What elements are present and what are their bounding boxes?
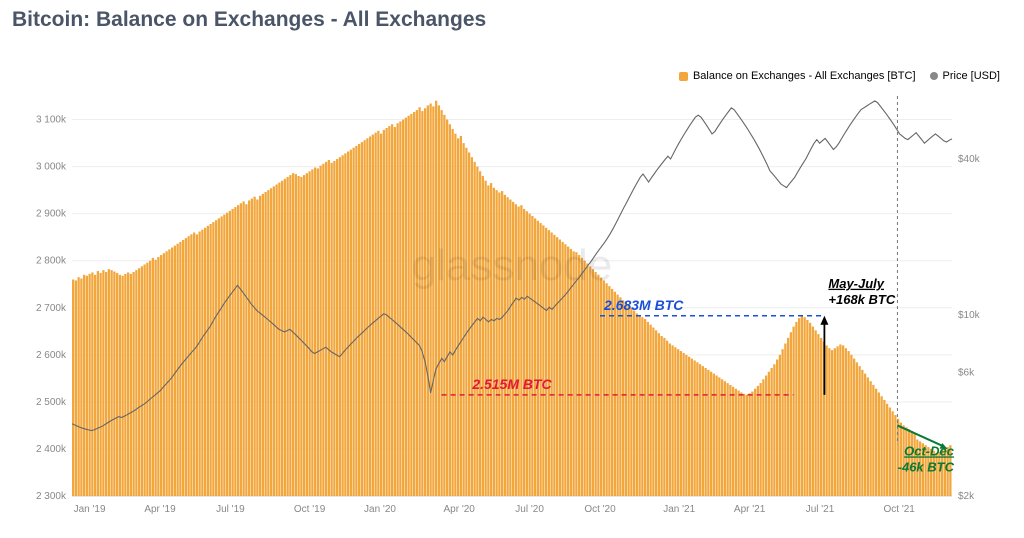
annotation-octdec-title: Oct-Dec [904,443,955,458]
x-label: Apr '21 [734,504,766,515]
x-label: Jan '20 [364,504,396,515]
x-label: Apr '19 [144,504,176,515]
x-label: Jul '19 [216,504,245,515]
annotation-red-label: 2.515M BTC [471,376,552,392]
balance-bars [72,101,952,496]
y-left-label: 2 600k [36,350,67,361]
annotation-mayjuly-title: May-July [828,276,884,291]
x-label: Jul '20 [515,504,544,515]
y-right-label: $2k [958,491,975,502]
chart-title: Bitcoin: Balance on Exchanges - All Exch… [12,8,486,32]
x-label: Jul '21 [806,504,835,515]
y-right-label: $10k [958,310,981,321]
legend-swatch-balance [679,72,688,81]
annotation-octdec-subtitle: -46k BTC [898,459,955,474]
x-label: Oct '20 [584,504,616,515]
legend-price: Price [USD] [930,70,1000,82]
y-left-label: 2 700k [36,303,67,314]
x-label: Jan '21 [663,504,695,515]
y-left-label: 2 500k [36,397,67,408]
legend-label-price: Price [USD] [943,70,1000,82]
y-left-label: 2 900k [36,209,67,220]
legend-label-balance: Balance on Exchanges - All Exchanges [BT… [693,70,916,82]
y-right-label: $6k [958,367,975,378]
legend-swatch-price [930,72,938,80]
watermark: glassnode [412,241,613,290]
x-label: Oct '19 [294,504,326,515]
chart-container: 2 300k 2 400k 2 500k 2 600k 2 700k 2 800k 2 90… [12,86,1012,526]
legend-balance: Balance on Exchanges - All Exchanges [BT… [679,70,916,82]
y-right-label: $40k [958,154,981,165]
x-label: Jan '19 [74,504,106,515]
annotation-blue-label: 2.683M BTC [603,297,684,313]
y-left-label: 2 800k [36,256,67,267]
x-label: Oct '21 [884,504,916,515]
chart-svg: 2 300k 2 400k 2 500k 2 600k 2 700k 2 800k 2 90… [12,86,1012,526]
annotation-mayjuly-arrowhead [820,316,828,325]
y-left-label: 3 100k [36,115,67,126]
y-left-label: 3 000k [36,162,67,173]
y-left-label: 2 400k [36,444,67,455]
annotation-mayjuly-subtitle: +168k BTC [828,292,895,307]
y-left-label: 2 300k [36,491,67,502]
x-label: Apr '20 [444,504,476,515]
legend: Balance on Exchanges - All Exchanges [BT… [679,70,1000,82]
